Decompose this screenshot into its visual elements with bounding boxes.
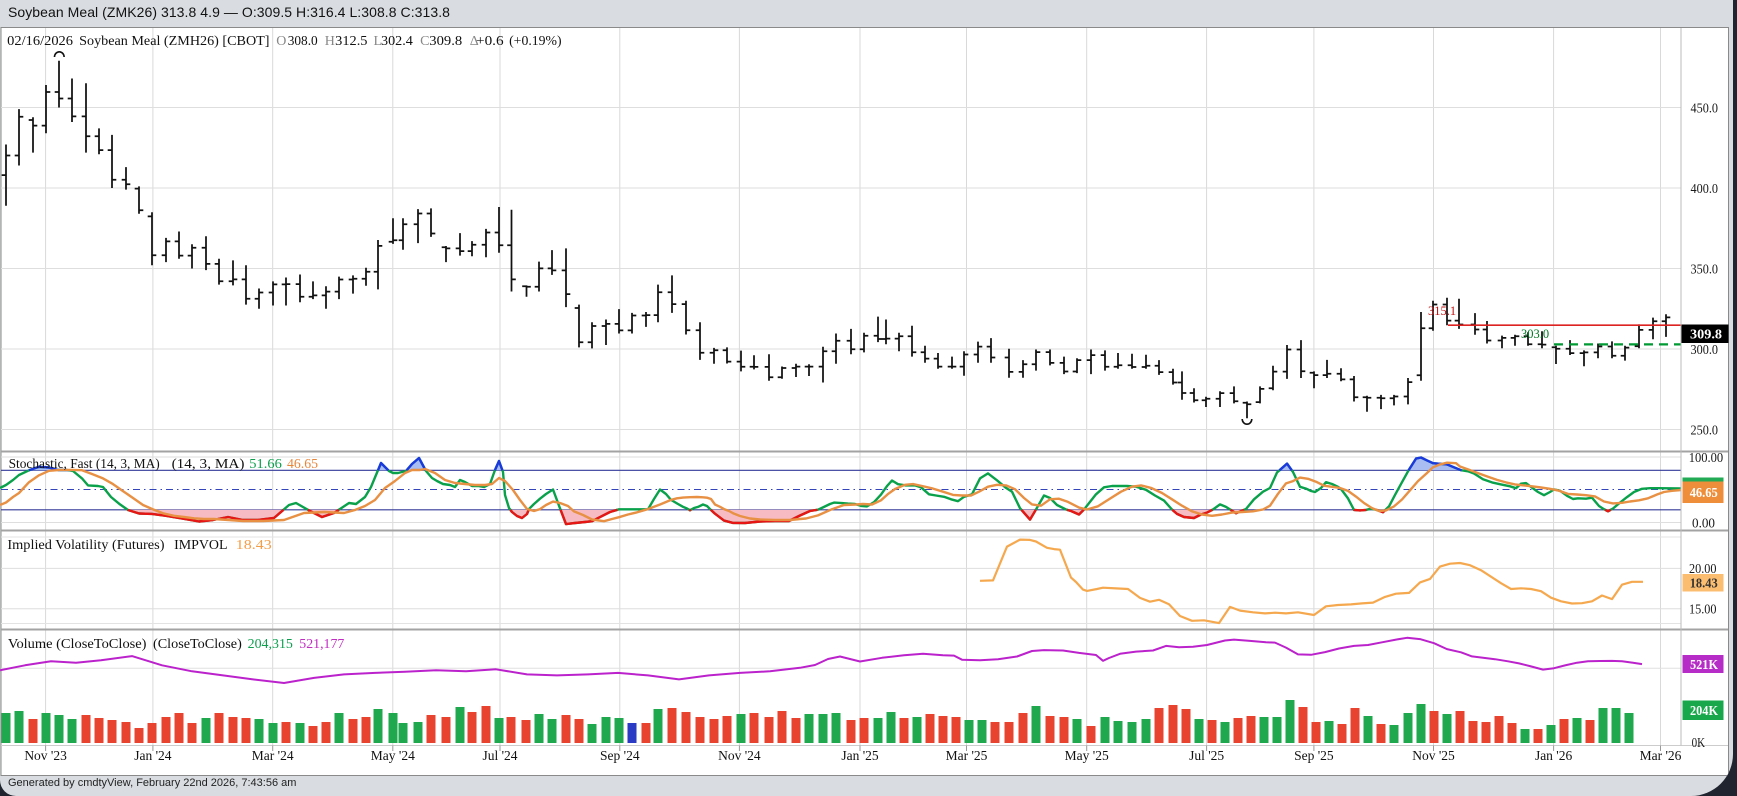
svg-text:204K: 204K	[1690, 704, 1718, 719]
svg-text:309.8: 309.8	[1690, 328, 1722, 343]
svg-text:Jul '24: Jul '24	[482, 748, 517, 763]
svg-text:312.5: 312.5	[335, 34, 367, 49]
svg-text:46.65: 46.65	[287, 457, 318, 472]
svg-text:Soybean Meal (ZMH26) [CBOT]: Soybean Meal (ZMH26) [CBOT]	[79, 34, 269, 49]
svg-text:Nov '25: Nov '25	[1412, 748, 1455, 763]
svg-text:0K: 0K	[1692, 736, 1706, 751]
svg-text:(CloseToClose): (CloseToClose)	[153, 637, 242, 652]
svg-text:Jan '26: Jan '26	[1535, 748, 1573, 763]
svg-text:100.00: 100.00	[1689, 451, 1724, 466]
svg-text:H: H	[325, 34, 335, 49]
svg-text:308.0: 308.0	[288, 34, 318, 49]
svg-text:Mar '24: Mar '24	[252, 748, 294, 763]
svg-text:Volume (CloseToClose): Volume (CloseToClose)	[8, 637, 147, 652]
svg-text:204,315: 204,315	[248, 637, 293, 652]
svg-text:521,177: 521,177	[299, 637, 344, 652]
svg-text:250.0: 250.0	[1691, 424, 1719, 439]
svg-text:Nov '24: Nov '24	[718, 748, 761, 763]
svg-text:02/16/2026: 02/16/2026	[7, 34, 73, 49]
svg-text:400.0: 400.0	[1691, 182, 1719, 197]
svg-text:15.00: 15.00	[1689, 603, 1717, 618]
svg-text:46.65: 46.65	[1690, 486, 1718, 501]
svg-text:May '24: May '24	[371, 748, 415, 763]
svg-text:315.1: 315.1	[1428, 304, 1456, 318]
svg-text:+0.6: +0.6	[476, 34, 504, 49]
svg-text:18.43: 18.43	[1690, 577, 1718, 592]
svg-text:302.4: 302.4	[381, 34, 413, 49]
svg-text:(14, 3, MA): (14, 3, MA)	[172, 457, 245, 472]
svg-text:(+0.19%): (+0.19%)	[509, 34, 562, 49]
svg-text:450.0: 450.0	[1691, 102, 1719, 117]
svg-text:IMPVOL: IMPVOL	[174, 538, 227, 553]
svg-text:300.0: 300.0	[1691, 343, 1719, 358]
svg-text:C: C	[420, 34, 429, 49]
svg-text:Jan '25: Jan '25	[841, 748, 879, 763]
svg-text:Implied Volatility (Futures): Implied Volatility (Futures)	[7, 538, 164, 553]
svg-text:51.66: 51.66	[249, 457, 281, 472]
svg-text:20.00: 20.00	[1689, 562, 1717, 577]
svg-text:O: O	[276, 34, 286, 49]
svg-text:309.8: 309.8	[429, 34, 462, 49]
svg-text:L: L	[374, 34, 383, 49]
svg-text:Stochastic, Fast (14, 3, MA): Stochastic, Fast (14, 3, MA)	[9, 457, 160, 472]
svg-text:Jan '24: Jan '24	[134, 748, 172, 763]
svg-text:May '25: May '25	[1065, 748, 1109, 763]
svg-text:Sep '25: Sep '25	[1294, 748, 1334, 763]
svg-text:Mar '26: Mar '26	[1640, 748, 1682, 763]
svg-text:Jul '25: Jul '25	[1189, 748, 1224, 763]
svg-text:350.0: 350.0	[1691, 263, 1719, 278]
svg-text:521K: 521K	[1690, 658, 1718, 673]
svg-text:Mar '25: Mar '25	[946, 748, 988, 763]
svg-text:Sep '24: Sep '24	[600, 748, 640, 763]
svg-text:Nov '23: Nov '23	[24, 748, 67, 763]
svg-text:0.00: 0.00	[1692, 517, 1715, 532]
svg-text:18.43: 18.43	[236, 538, 272, 553]
svg-text:303.0: 303.0	[1521, 327, 1549, 341]
svg-text:Δ: Δ	[470, 34, 479, 49]
